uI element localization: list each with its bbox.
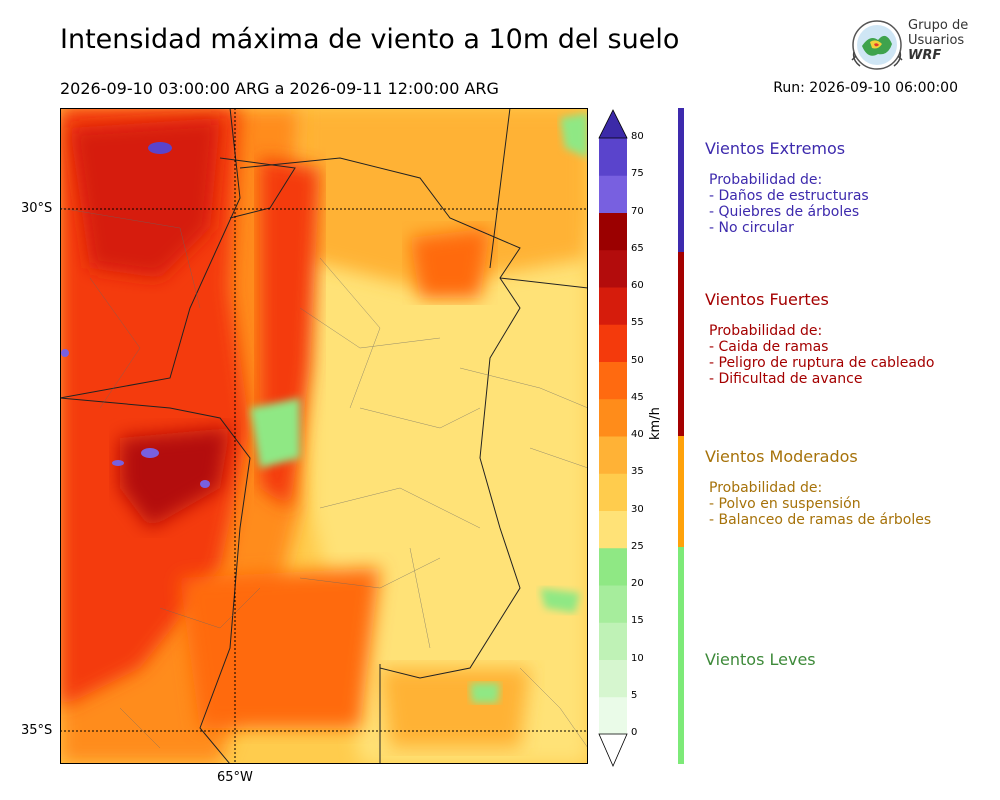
category-strip-3	[678, 547, 684, 764]
colorbar-tick-45: 45	[631, 391, 644, 403]
category-title: Vientos Leves	[705, 650, 816, 669]
colorbar-segment-65	[599, 212, 627, 251]
colorbar-tick-70: 70	[631, 205, 644, 217]
zone-extreme-spot-1	[148, 142, 172, 154]
colorbar-segment-60	[599, 249, 627, 288]
lon-label-65w: 65°W	[217, 770, 253, 785]
lat-label-35s: 35°S	[21, 723, 53, 738]
zone-south-east	[380, 668, 530, 748]
colorbar-segment-75	[599, 138, 627, 176]
colorbar-segment-35	[599, 436, 627, 474]
colorbar-tick-15: 15	[631, 615, 644, 627]
colorbar-under-triangle	[599, 734, 627, 766]
colorbar-segment-50	[599, 324, 627, 362]
colorbar-tick-30: 30	[631, 503, 644, 515]
colorbar-segment-30	[599, 473, 627, 511]
run-time: Run: 2026-09-10 06:00:00	[773, 80, 958, 96]
colorbar-segment-70	[599, 175, 627, 213]
zone-extreme-spot-4	[112, 460, 124, 466]
colorbar-segment-10	[599, 622, 627, 660]
colorbar-tick-60: 60	[631, 280, 644, 291]
zone-east-light	[310, 228, 588, 764]
zone-green-southeast	[470, 683, 500, 703]
category-strip-1	[678, 252, 684, 436]
zone-south-center	[180, 568, 380, 728]
colorbar-tick-35: 35	[631, 466, 644, 478]
graticule	[60, 108, 588, 764]
zone-green-northeast	[560, 113, 588, 158]
colorbar-tick-0: 0	[631, 727, 638, 738]
category-title: Vientos Moderados	[705, 447, 858, 466]
category-description: Probabilidad de: - Daños de estructuras …	[709, 172, 869, 236]
logo-line2: Usuarios	[908, 33, 965, 48]
colorbar-tick-10: 10	[631, 652, 644, 664]
colorbar-segment-55	[599, 287, 627, 325]
colorbar-segment-15	[599, 585, 627, 623]
zone-extreme-spot-5	[61, 349, 69, 357]
category-strip-2	[678, 436, 684, 547]
zone-green-east	[540, 588, 580, 613]
colorbar-segments	[599, 110, 627, 766]
category-description: Probabilidad de: - Polvo en suspensión -…	[709, 480, 932, 528]
logo-line3: WRF	[908, 48, 942, 63]
colorbar-segment-0	[599, 696, 627, 735]
colorbar-segment-20	[599, 547, 627, 586]
colorbar-segment-40	[599, 398, 627, 437]
forecast-period: 2026-09-10 03:00:00 ARG a 2026-09-11 12:…	[60, 79, 499, 98]
wind-intensity-map	[60, 108, 588, 764]
colorbar-tick-65: 65	[631, 242, 644, 254]
lat-label-30s: 30°S	[21, 201, 53, 216]
colorbar-tick-5: 5	[631, 689, 638, 701]
category-title: Vientos Fuertes	[705, 290, 829, 309]
zone-extreme-spot-3	[200, 480, 210, 488]
chart-title: Intensidad máxima de viento a 10m del su…	[60, 24, 680, 55]
colorbar-segment-25	[599, 510, 627, 549]
colorbar-unit: km/h	[648, 407, 663, 440]
zone-extreme-spot-2	[141, 448, 159, 458]
category-description: Probabilidad de: - Caida de ramas - Peli…	[709, 323, 935, 387]
colorbar-tick-25: 25	[631, 540, 644, 552]
colorbar-tick-80: 80	[631, 131, 644, 142]
zone-green-center	[250, 398, 300, 468]
colorbar-tick-50: 50	[631, 354, 644, 366]
colorbar-tick-55: 55	[631, 317, 644, 329]
category-strip-0	[678, 108, 684, 252]
logo-line1: Grupo de	[908, 18, 969, 33]
colorbar-tick-20: 20	[631, 578, 644, 589]
colorbar-tick-75: 75	[631, 168, 644, 180]
zone-northeast-core	[410, 228, 490, 298]
colorbar-segment-5	[599, 659, 627, 698]
province-boundaries	[60, 108, 588, 764]
category-title: Vientos Extremos	[705, 139, 846, 158]
globe-icon	[851, 20, 903, 70]
zone-north-center	[300, 108, 588, 288]
grupo-usuarios-wrf-logo: Grupo de Usuarios WRF	[848, 16, 978, 74]
department-boundaries	[60, 207, 588, 749]
colorbar-over-triangle	[599, 110, 627, 138]
colorbar	[598, 109, 628, 767]
colorbar-tick-40: 40	[631, 429, 644, 440]
colorbar-segment-45	[599, 361, 627, 400]
